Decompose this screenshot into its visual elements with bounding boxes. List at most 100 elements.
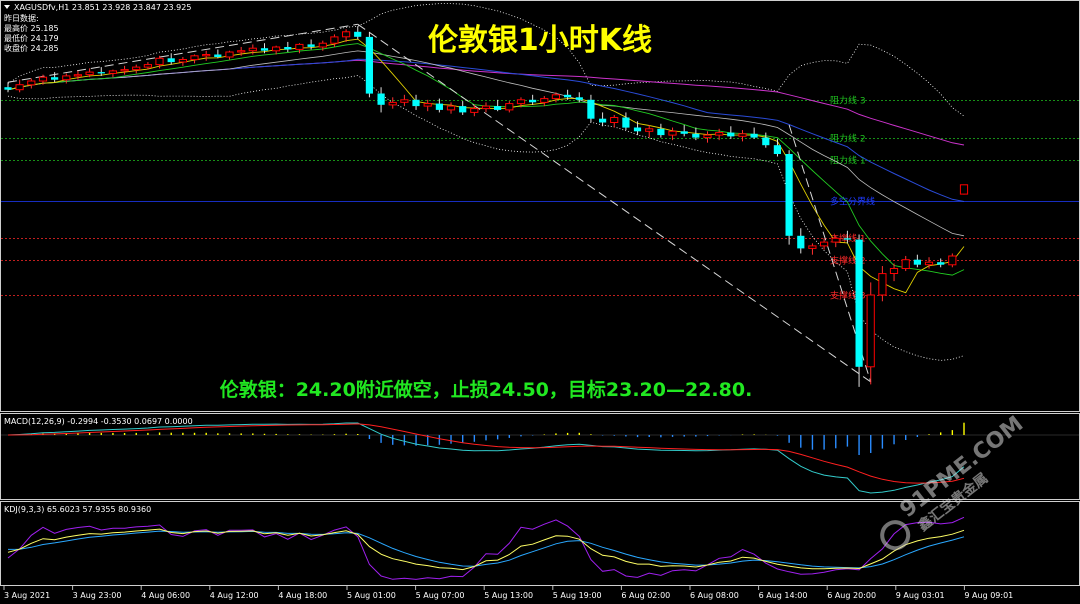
candle-body [959, 184, 969, 195]
macd-title: MACD(12,26,9) -0.2994 -0.3530 0.0697 0.0… [4, 417, 193, 426]
candle-body [85, 71, 94, 76]
candle-body [51, 77, 59, 80]
candle-body [575, 97, 583, 100]
candle-body [4, 87, 12, 90]
candle-body [97, 72, 105, 74]
time-tick-label: 5 Aug 13:00 [484, 591, 533, 600]
candle-body [843, 238, 851, 240]
candle-body [132, 66, 141, 71]
candle-body [610, 117, 619, 123]
time-tick-label: 9 Aug 03:01 [896, 591, 945, 600]
candle-body [307, 44, 315, 47]
trendline-rising [7, 23, 358, 83]
candle-body [354, 31, 362, 37]
kdj-d-line [7, 530, 965, 569]
candle-body [692, 133, 700, 138]
candle-body [855, 239, 863, 367]
candle-body [284, 47, 292, 50]
candle-body [377, 93, 385, 105]
prev-day-row-high: 最高价 25.185 [4, 23, 59, 33]
candle-body [599, 118, 607, 123]
candle-body [540, 98, 549, 103]
candle-body [272, 46, 281, 52]
kdj-k-line [7, 528, 965, 571]
bollinger-lower [7, 75, 965, 361]
trendline-channel-upper [357, 23, 872, 383]
macd-dif-line [7, 422, 965, 494]
macd-panel [1, 422, 1079, 494]
candle-body [330, 36, 339, 44]
level-label: 阻力线 2 [830, 133, 866, 145]
candle-body [318, 42, 327, 48]
time-tick-label: 6 Aug 14:00 [759, 591, 808, 600]
candle-body [529, 99, 537, 103]
candle-body [202, 54, 211, 57]
candle-body [481, 105, 491, 110]
time-tick-label: 3 Aug 23:00 [73, 591, 122, 600]
macd-dea-line [7, 423, 965, 484]
kdj-j-line [7, 516, 965, 580]
candle-body [73, 74, 83, 77]
candle-body [866, 294, 875, 368]
candle-body [225, 51, 234, 58]
candle-body [587, 99, 595, 119]
ma-line-white [7, 50, 965, 237]
time-axis: 3 Aug 2021 3 Aug 23:00 4 Aug 06:00 4 Aug 12… [3, 586, 1013, 600]
candle-body [108, 70, 118, 74]
time-tick-label: 5 Aug 19:00 [553, 591, 602, 600]
candle-body [762, 137, 770, 146]
candle-body [516, 99, 526, 105]
ma-line-blue [7, 58, 965, 202]
time-tick-label: 4 Aug 06:00 [141, 591, 190, 600]
level-label: 阻力线 3 [830, 95, 866, 107]
candle-body [214, 54, 222, 57]
candle-body [924, 261, 934, 266]
candle-body [551, 94, 560, 100]
kdj-title: KDJ(9,3,3) 65.6023 57.9355 80.9360 [4, 505, 151, 514]
candle-body [750, 133, 758, 138]
time-tick-label: 4 Aug 12:00 [210, 591, 259, 600]
candle-body [901, 259, 910, 270]
dropdown-triangle-icon[interactable] [4, 5, 10, 9]
candle-body [785, 154, 793, 236]
candle-body [727, 132, 735, 137]
header: XAGUSDfv,H1 23.851 23.928 23.847 23.925 [4, 3, 191, 12]
time-tick-label: 6 Aug 08:00 [690, 591, 739, 600]
candle-body [703, 134, 712, 139]
prev-day-row-close: 收盘价 24.285 [4, 43, 59, 53]
candle-body [715, 132, 724, 136]
candle-body [190, 55, 199, 61]
candle-body [120, 69, 129, 72]
prev-day-row-low: 最低价 24.179 [4, 33, 59, 43]
candle-body [937, 262, 945, 265]
candle-body [365, 36, 373, 94]
level-label: 阻力线 1 [830, 155, 866, 167]
candle-body [831, 237, 840, 243]
level-label: 多空分界线 [830, 196, 875, 208]
prev-day-heading: 昨日数据: [4, 13, 39, 23]
candle-body [878, 273, 887, 296]
watermark-url: 91PME.COM [896, 412, 1029, 523]
candle-body [622, 117, 630, 128]
kdj-panel [7, 516, 965, 580]
candle-body [38, 76, 48, 82]
candle-body [808, 245, 817, 249]
time-tick-label: 3 Aug 2021 [4, 591, 50, 600]
candle-body [412, 99, 420, 107]
watermark: 91PME.COM 鑫汇宝贵金属 [880, 412, 1029, 551]
time-tick-label: 4 Aug 18:00 [278, 591, 327, 600]
time-tick-label: 9 Aug 09:01 [964, 591, 1013, 600]
candle-body [155, 57, 164, 66]
time-tick-label: 5 Aug 07:00 [416, 591, 465, 600]
candle-body [645, 128, 654, 132]
candle-body [178, 59, 188, 63]
candle-body [633, 127, 642, 132]
watermark-logo-icon [880, 520, 911, 551]
candle-body [564, 94, 572, 98]
symbol-text: XAGUSDfv,H1 23.851 23.928 23.847 23.925 [14, 3, 191, 12]
prev-day-box: 昨日数据: 最高价 25.185 最低价 24.179 收盘价 24.285 [4, 13, 59, 53]
candle-body [797, 235, 805, 249]
time-tick-label: 5 Aug 01:00 [347, 591, 396, 600]
